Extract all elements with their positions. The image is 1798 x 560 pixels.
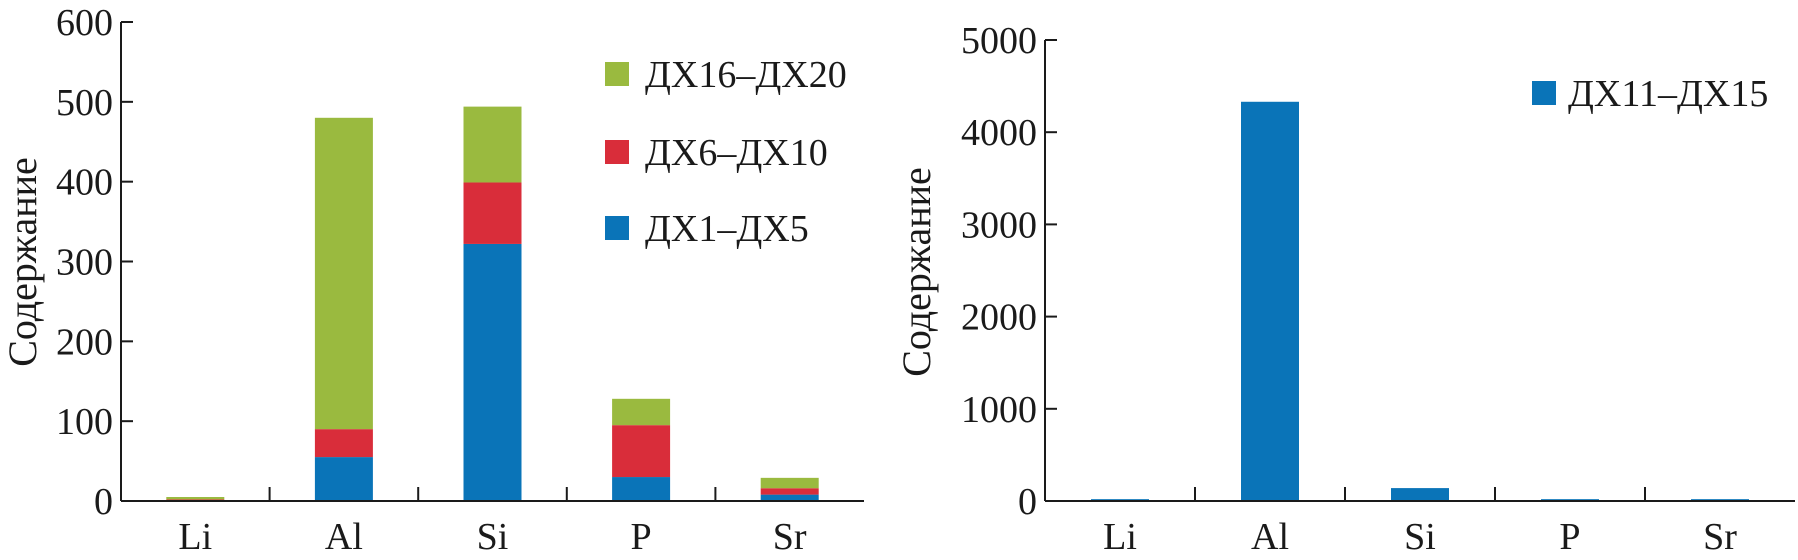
- y-tick-label: 0: [94, 481, 113, 523]
- bar-si-series-1: [463, 182, 522, 244]
- x-tick-label-p: P: [1559, 516, 1580, 558]
- bar-sr-series-0: [760, 494, 819, 501]
- bar-al-series-1: [314, 429, 373, 458]
- y-tick-label: 200: [56, 321, 113, 363]
- legend-swatch-2: [605, 62, 629, 86]
- y-tick-label: 3000: [961, 204, 1037, 246]
- bar-p-series-0: [612, 477, 671, 501]
- chart-left: 0 100 200 300 400 500 600 Li Al Si P Sr Содержание ДХ…: [0, 2, 864, 558]
- y-tick-label: 1000: [961, 389, 1037, 431]
- x-tick-label-sr: Sr: [1703, 516, 1737, 558]
- x-tick-label-sr: Sr: [773, 516, 807, 558]
- legend-swatch-0: [605, 216, 629, 240]
- legend-label-0: ДХ11–ДХ15: [1568, 73, 1768, 115]
- y-axis-title: Содержание: [0, 157, 45, 367]
- legend-swatch-1: [605, 140, 629, 164]
- y-tick-label: 300: [56, 242, 113, 284]
- y-axis-title: Содержание: [894, 167, 939, 377]
- y-tick-label: 4000: [961, 112, 1037, 154]
- bar-li-series-1: [166, 499, 225, 501]
- bar-si-series-2: [463, 106, 522, 183]
- bar-al-series-2: [314, 117, 373, 430]
- y-tick-label: 500: [56, 82, 113, 124]
- x-tick-label-si: Si: [1404, 516, 1436, 558]
- x-tick-label-al: Al: [325, 516, 363, 558]
- y-tick-label: 600: [56, 2, 113, 44]
- y-tick-label: 2000: [961, 297, 1037, 339]
- bar-sr-series-1: [760, 488, 819, 495]
- bar-p-series-1: [612, 425, 671, 478]
- y-tick-label: 100: [56, 401, 113, 443]
- legend-swatch-0: [1532, 81, 1556, 105]
- x-tick-label-al: Al: [1251, 516, 1289, 558]
- bar-si-series-0: [463, 243, 522, 502]
- legend-label-1: ДХ6–ДХ10: [645, 132, 828, 174]
- bar-al-series-0: [1241, 101, 1299, 502]
- x-tick-label-li: Li: [1103, 516, 1137, 558]
- y-tick-label: 5000: [961, 20, 1037, 62]
- bar-p-series-2: [612, 398, 671, 426]
- y-tick-label: 0: [1018, 481, 1037, 523]
- bar-sr-series-2: [760, 477, 819, 489]
- bar-li-series-2: [166, 497, 225, 500]
- x-tick-label-si: Si: [477, 516, 509, 558]
- y-tick-label: 400: [56, 162, 113, 204]
- legend-label-0: ДХ1–ДХ5: [645, 208, 809, 250]
- chart-right: 0 1000 2000 3000 4000 5000 Li Al Si P Sr Содержание…: [894, 20, 1795, 558]
- bar-si-series-0: [1391, 488, 1449, 501]
- bar-al-series-0: [314, 457, 373, 501]
- x-tick-label-li: Li: [178, 516, 212, 558]
- x-tick-label-p: P: [631, 516, 652, 558]
- legend-label-2: ДХ16–ДХ20: [645, 54, 847, 96]
